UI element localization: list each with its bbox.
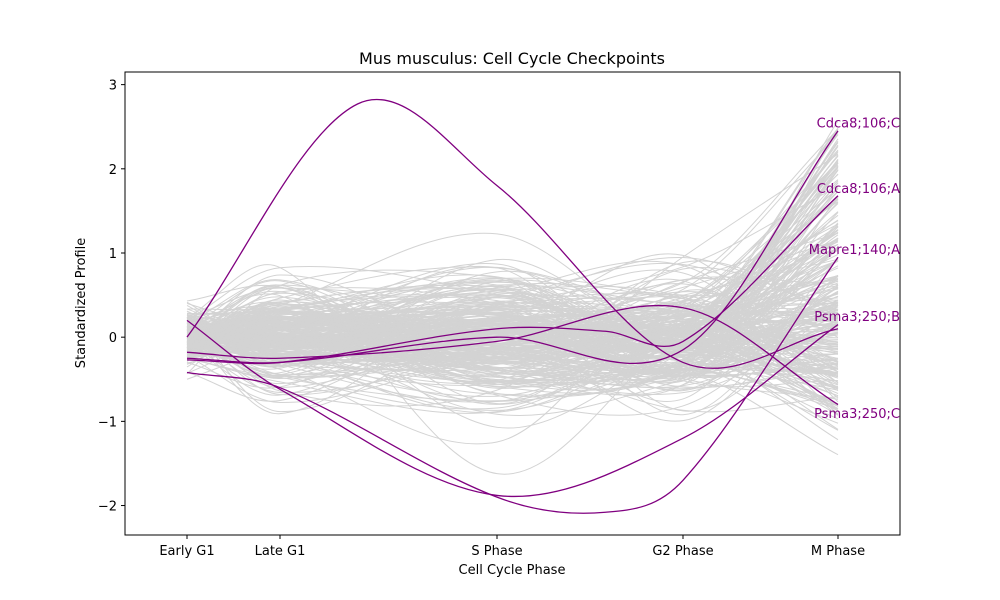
background-series-line <box>186 305 839 396</box>
background-series-line <box>186 149 839 365</box>
background-series-line <box>186 259 839 413</box>
y-tick-label: 2 <box>109 163 117 178</box>
background-series-line <box>186 338 839 382</box>
background-series-line <box>186 226 839 415</box>
chart-title: Mus musculus: Cell Cycle Checkpoints <box>359 49 665 68</box>
highlighted-series-line <box>186 98 839 369</box>
highlighted-series-line <box>186 256 839 514</box>
background-series-line <box>186 315 839 346</box>
background-series-line <box>186 161 839 351</box>
background-series-line <box>186 310 839 409</box>
background-series-group <box>186 120 839 475</box>
series-label: Psma3;250;C <box>814 407 900 422</box>
background-series-line <box>186 212 839 403</box>
background-series-line <box>186 319 839 379</box>
background-series-line <box>186 309 839 374</box>
background-series-line <box>186 275 839 391</box>
highlighted-series-line <box>186 304 839 406</box>
background-series-line <box>186 247 839 351</box>
series-label: Cdca8;106;C <box>817 117 900 132</box>
series-label: Mapre1;140;A <box>809 243 900 258</box>
background-series-line <box>186 182 839 357</box>
background-series-line <box>186 282 839 411</box>
background-series-line <box>186 285 839 410</box>
background-series-line <box>186 318 839 413</box>
background-series-line <box>186 285 839 416</box>
background-series-line <box>186 276 839 345</box>
background-series-line <box>186 260 839 337</box>
background-series-line <box>186 127 839 349</box>
background-series-line <box>186 285 839 405</box>
background-series-line <box>186 302 839 353</box>
background-series-line <box>186 225 839 363</box>
background-series-line <box>186 258 839 416</box>
x-axis: Early G1 Late G1 S Phase G2 Phase M Phase <box>159 535 865 559</box>
background-series-line <box>186 237 839 475</box>
background-series-line <box>186 319 839 353</box>
plot-frame <box>124 71 901 536</box>
y-axis: −2 −1 0 1 2 3 <box>98 79 125 515</box>
background-series-line <box>186 287 839 381</box>
highlighted-series-line <box>186 319 839 498</box>
highlighted-series-line <box>186 195 839 365</box>
background-series-line <box>186 159 839 384</box>
background-series-line <box>186 266 839 430</box>
y-tick-label: −2 <box>98 500 117 515</box>
y-tick-label: −1 <box>98 415 117 430</box>
background-series-line <box>186 211 839 351</box>
x-tick-label: M Phase <box>811 544 865 559</box>
x-tick-label: S Phase <box>471 544 522 559</box>
series-labels-group: Cdca8;106;C Cdca8;106;A Mapre1;140;A Psma3;… <box>809 117 900 422</box>
series-label: Psma3;250;B <box>814 310 900 325</box>
y-tick-label: 1 <box>109 247 117 262</box>
y-tick-label: 0 <box>109 331 117 346</box>
y-tick-label: 3 <box>109 79 117 94</box>
background-series-line <box>186 152 839 358</box>
x-tick-label: G2 Phase <box>652 544 713 559</box>
highlighted-series-group <box>186 98 839 514</box>
x-axis-label: Cell Cycle Phase <box>459 563 566 578</box>
x-tick-label: Late G1 <box>255 544 306 559</box>
background-series-line <box>186 280 839 379</box>
y-axis-label: Standardized Profile <box>74 238 89 368</box>
background-series-line <box>186 154 839 344</box>
background-series-line <box>186 267 839 377</box>
background-series-line <box>186 315 839 348</box>
x-tick-label: Early G1 <box>159 544 214 559</box>
background-series-line <box>186 265 839 350</box>
series-label: Cdca8;106;A <box>817 182 900 197</box>
